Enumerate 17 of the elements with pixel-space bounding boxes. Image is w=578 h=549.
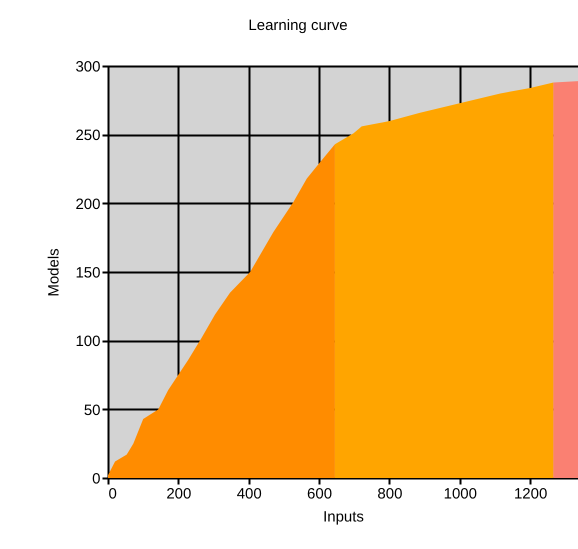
x-tick-label: 400 <box>236 486 262 502</box>
y-tick-label: 250 <box>75 127 100 144</box>
y-axis-title: Models <box>45 248 62 297</box>
chart-title: Learning curve <box>248 17 348 34</box>
y-tick-label: 100 <box>75 333 100 350</box>
y-tick-label: 200 <box>75 196 100 213</box>
y-tick-label: 50 <box>84 402 100 419</box>
y-tick-label: 150 <box>75 264 100 282</box>
x-tick-label: 1200 <box>514 486 548 502</box>
y-tick-label: 300 <box>75 58 100 76</box>
x-tick-label: 800 <box>377 486 402 502</box>
y-tick-label: 0 <box>92 470 100 488</box>
x-tick-label: 0 <box>108 486 117 502</box>
x-tick-label: 600 <box>307 486 332 502</box>
x-axis-title: Inputs <box>323 508 364 526</box>
x-tick-label: 200 <box>166 486 192 502</box>
x-tick-label: 1000 <box>444 486 477 502</box>
